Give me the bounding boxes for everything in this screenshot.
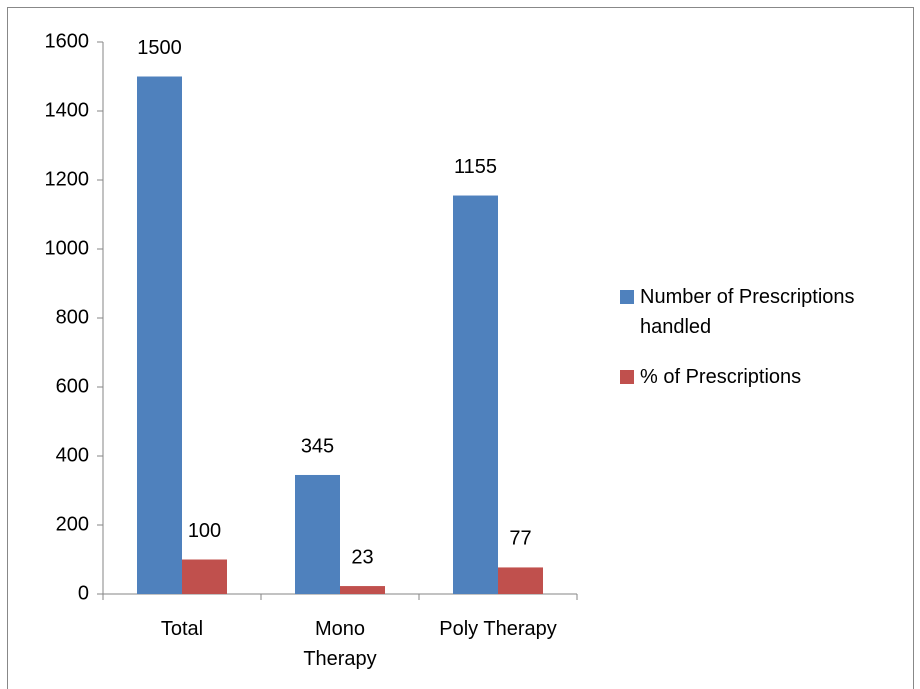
- y-tick-label: 200: [56, 513, 89, 535]
- x-tick-label: Poly Therapy: [439, 618, 557, 640]
- bar: [182, 559, 227, 594]
- y-tick-label: 0: [78, 582, 89, 604]
- data-label: 23: [351, 546, 373, 568]
- y-tick-label: 400: [56, 444, 89, 466]
- legend-label: Number of Prescriptions handled: [640, 286, 855, 338]
- bar: [295, 474, 340, 594]
- y-tick-label: 800: [56, 306, 89, 328]
- bar: [498, 567, 543, 594]
- y-tick-label: 1200: [45, 168, 90, 190]
- bar: [340, 586, 385, 594]
- y-tick-label: 600: [56, 375, 89, 397]
- data-label: 345: [301, 435, 334, 457]
- data-label: 1500: [137, 37, 182, 59]
- y-tick-label: 1400: [45, 99, 90, 121]
- bar: [137, 76, 182, 594]
- y-tick-label: 1000: [45, 237, 90, 259]
- legend-label: % of Prescriptions: [640, 366, 802, 388]
- bar: [453, 195, 498, 594]
- data-label: 1155: [454, 156, 497, 178]
- x-tick-label: Mono Therapy: [303, 618, 377, 670]
- data-label: 77: [509, 528, 531, 550]
- legend-swatch: [620, 290, 634, 304]
- y-tick-label: 1600: [45, 30, 90, 52]
- data-label: 100: [188, 520, 221, 542]
- x-tick-label: Total: [160, 618, 204, 640]
- legend-swatch: [620, 370, 634, 384]
